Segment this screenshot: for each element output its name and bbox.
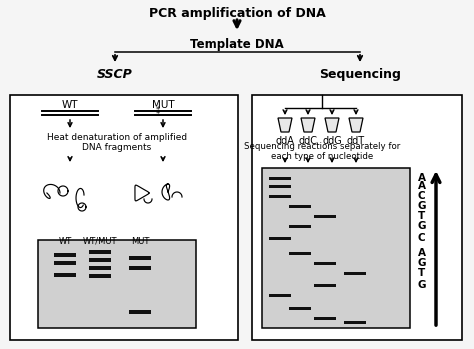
Bar [314,283,336,287]
Bar [252,95,462,340]
Bar [314,215,336,217]
Text: SSCP: SSCP [97,68,133,81]
Text: G: G [418,221,427,231]
Polygon shape [349,118,363,132]
Text: WT: WT [62,100,78,110]
Bar [344,320,366,324]
Text: WT: WT [58,237,72,246]
Text: T: T [418,211,425,221]
Bar [10,95,238,340]
Bar [344,272,366,275]
Bar [89,266,111,270]
Text: WT/MUT: WT/MUT [83,237,117,246]
Polygon shape [278,118,292,132]
Bar [269,294,291,297]
Text: ddG: ddG [322,136,342,146]
Bar [262,168,410,328]
Bar [289,224,311,228]
Text: Heat denaturation of amplified
DNA fragments: Heat denaturation of amplified DNA fragm… [47,133,187,153]
Text: T: T [418,268,425,278]
Text: G: G [418,258,427,268]
Text: *: * [156,111,160,119]
Text: PCR amplification of DNA: PCR amplification of DNA [149,7,325,20]
Text: A: A [418,181,426,191]
Bar [129,266,151,270]
Bar [269,194,291,198]
Bar [289,205,311,208]
Bar [38,240,196,328]
Text: Template DNA: Template DNA [190,38,284,51]
Bar [89,258,111,262]
Bar [54,253,76,257]
Bar [54,273,76,277]
Text: *: * [156,106,160,116]
Text: A: A [418,248,426,258]
Text: C: C [418,233,426,243]
Text: ddA: ddA [275,136,294,146]
Bar [269,237,291,239]
Text: G: G [418,280,427,290]
Text: ddT: ddT [347,136,365,146]
Bar [314,261,336,265]
Text: C: C [418,191,426,201]
Text: G: G [418,201,427,211]
Bar [314,317,336,319]
Bar [289,252,311,254]
Text: MUT: MUT [152,100,174,110]
Bar [289,306,311,310]
Bar [269,185,291,187]
Text: A: A [418,173,426,183]
Text: MUT: MUT [131,237,149,246]
Text: Sequencing reactions separately for
each type of nucleotide: Sequencing reactions separately for each… [244,142,400,161]
Bar [129,256,151,260]
Bar [269,177,291,179]
Bar [89,250,111,254]
Bar [129,310,151,314]
Text: Sequencing: Sequencing [319,68,401,81]
Bar [89,274,111,278]
Polygon shape [325,118,339,132]
Bar [54,261,76,265]
Polygon shape [301,118,315,132]
Text: ddC: ddC [299,136,318,146]
